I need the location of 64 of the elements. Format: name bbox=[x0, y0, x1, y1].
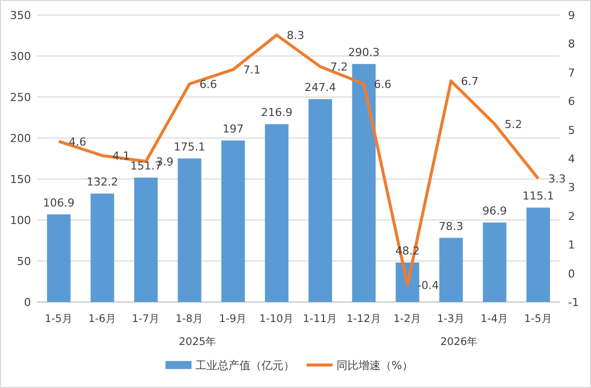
y-tick-label: 150 bbox=[10, 173, 31, 186]
y-tick-label: 250 bbox=[10, 91, 31, 104]
x-tick-label: 1-3月 bbox=[436, 313, 466, 325]
x-tick-label: 1-12月 bbox=[346, 313, 382, 325]
y2-tick-label: 5 bbox=[568, 124, 575, 137]
y-tick-label: 100 bbox=[10, 214, 31, 227]
text: 2025年 bbox=[178, 336, 217, 348]
bar bbox=[482, 222, 506, 302]
data-label: 106.9 bbox=[43, 196, 75, 210]
y-tick-label: 350 bbox=[10, 9, 31, 22]
bar bbox=[221, 140, 245, 302]
y-tick-label: 50 bbox=[17, 255, 31, 268]
data-label: 3.3 bbox=[548, 172, 566, 186]
data-label: 197 bbox=[222, 122, 244, 136]
x-tick-label: 1-9月 bbox=[219, 313, 248, 325]
bar bbox=[90, 194, 114, 302]
data-label: 175.1 bbox=[174, 140, 206, 154]
x-tick-label: 1-6月 bbox=[88, 313, 116, 325]
data-label: 4.6 bbox=[68, 135, 86, 148]
bar bbox=[308, 99, 332, 302]
bar bbox=[47, 214, 71, 302]
data-label: 8.3 bbox=[286, 29, 304, 42]
y2-tick-label: 6 bbox=[568, 95, 575, 108]
y2-tick-label: 7 bbox=[568, 66, 575, 80]
x-tick-label: 1-4月 bbox=[480, 313, 509, 325]
y-tick-label: 300 bbox=[10, 50, 31, 63]
data-label: 78.3 bbox=[438, 220, 464, 233]
y-tick-label: 200 bbox=[10, 132, 31, 145]
bar bbox=[178, 158, 202, 302]
data-label: 247.4 bbox=[304, 81, 336, 94]
data-label: 132.2 bbox=[86, 176, 118, 189]
x-tick-label: 1-7月 bbox=[132, 313, 160, 325]
data-label: 216.9 bbox=[260, 106, 292, 120]
y2-tick-label: -1 bbox=[568, 296, 579, 309]
data-label: 290.3 bbox=[348, 46, 380, 59]
y-tick-label: 0 bbox=[24, 296, 31, 309]
x-tick-label: 1-11月 bbox=[302, 313, 338, 325]
bar bbox=[264, 124, 288, 302]
data-label: 7.2 bbox=[330, 60, 348, 74]
data-label: 5.2 bbox=[504, 118, 522, 132]
data-label: 6.7 bbox=[461, 75, 479, 88]
bar bbox=[526, 208, 550, 302]
y2-tick-label: 8 bbox=[568, 38, 575, 51]
x-tick-label: 1-2月 bbox=[393, 313, 422, 325]
data-label: 7.1 bbox=[243, 64, 261, 77]
x-tick-label: 1-8月 bbox=[175, 313, 204, 325]
bar bbox=[352, 64, 376, 302]
bar bbox=[439, 238, 463, 302]
data-label: 96.9 bbox=[482, 204, 507, 218]
y2-tick-label: 3 bbox=[568, 181, 575, 194]
x-tick-label: 1-5月 bbox=[524, 313, 552, 325]
y2-tick-label: 2 bbox=[568, 210, 575, 223]
text: 2026年 bbox=[440, 336, 478, 348]
data-label: 6.6 bbox=[200, 78, 218, 91]
bar bbox=[134, 178, 158, 302]
y2-tick-label: 4 bbox=[568, 152, 575, 166]
y2-tick-label: 0 bbox=[568, 267, 575, 280]
legend-label: 工业总产值（亿元） bbox=[196, 359, 294, 372]
x-tick-label: 1-10月 bbox=[259, 313, 294, 325]
x-tick-label: 1-5月 bbox=[44, 313, 73, 325]
y2-tick-label: 9 bbox=[568, 9, 575, 22]
legend-label: 同比增速（%） bbox=[336, 359, 413, 372]
data-label: 115.1 bbox=[522, 190, 554, 203]
y2-tick-label: 1 bbox=[568, 238, 575, 252]
